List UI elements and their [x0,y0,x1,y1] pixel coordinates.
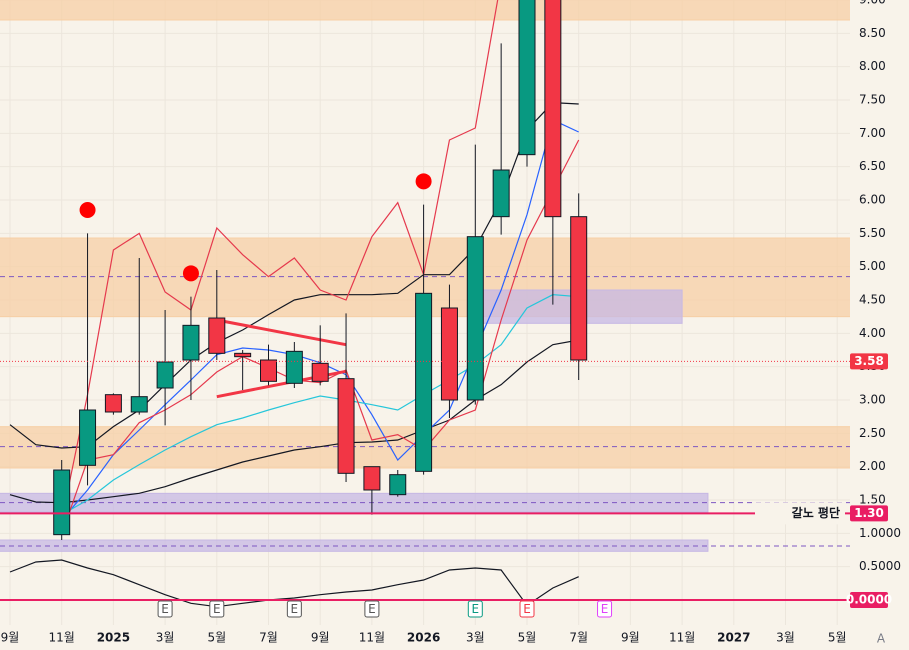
event-badge [209,600,225,618]
candle-body [53,469,71,536]
x-tick-label: 9월 [621,631,640,645]
level-text-bg [755,502,845,525]
candle-body [182,324,200,361]
indicator-line [61,0,499,521]
zone-band [0,0,850,21]
candle-body [260,359,277,382]
candle-body [389,474,407,496]
y-tick-label: 7.50 [859,93,886,107]
candle-body [104,394,122,413]
y-tick-label: 4.00 [859,326,886,340]
event-badge [597,600,613,618]
x-tick-label: 11월 [669,631,695,645]
level-tag-label: 0.0000 [846,593,892,607]
candle-body [440,307,458,401]
y-tick-label: 1.50 [859,493,886,507]
candle-body [492,169,510,218]
x-tick-label: 11월 [49,631,75,645]
signal-dot [182,265,199,282]
candle-body [79,409,97,466]
x-tick-label: 2026 [407,631,440,645]
x-tick-label: 5월 [828,631,847,645]
event-label: E [213,602,221,616]
x-tick-label: 11월 [359,631,385,645]
level-text: 갈노 평단 [792,505,840,520]
event-label: E [368,602,376,616]
trendline [216,318,347,347]
event-badge [519,600,535,618]
y-tick-label: 8.50 [859,26,886,40]
y-tick-label: 7.00 [859,126,886,140]
candle-body [518,0,536,156]
event-label: E [161,602,169,616]
x-tick-label: 9월 [311,631,330,645]
candle-body [466,236,484,401]
indicator-line [9,559,579,608]
signal-dot [415,173,432,190]
candle-body [337,378,355,474]
y-tick-label: 2.00 [859,459,886,473]
x-tick-label: 2025 [97,631,130,645]
candle-body [285,350,303,384]
x-tick-label: 5월 [518,631,537,645]
event-badge [467,600,483,618]
y-tick-label: 5.50 [859,226,886,240]
signal-dot [79,202,96,218]
candle-body [130,396,148,413]
candle-body [234,352,252,358]
event-label: E [601,602,609,616]
level-tag [850,505,888,522]
x-tick-label: 7월 [569,631,588,645]
plot-area [0,0,850,625]
x-tick-label: 5월 [207,631,226,645]
candle-body [544,0,562,218]
x-tick-label: 7월 [259,631,278,645]
corner-label: A [877,632,886,646]
y-tick-label: 9.00 [859,0,886,7]
y-tick-label: 0.5000 [859,559,901,573]
event-badge [364,600,380,618]
y-tick-label: 3.00 [859,393,886,407]
y-tick-label: 5.00 [859,259,886,273]
candle-body [415,292,433,472]
y-tick-label: 6.00 [859,193,886,207]
x-tick-label: 9월 [1,631,20,645]
level-tag [850,353,888,370]
candle-body [208,317,226,354]
candle-body [570,216,588,361]
level-tag-label: 3.58 [854,354,884,368]
y-tick-label: 6.50 [859,159,886,173]
y-tick-label: 8.00 [859,59,886,73]
x-tick-label: 2027 [717,631,750,645]
y-tick-label: 1.0000 [859,526,901,540]
candle-body [156,361,174,389]
candle-body [363,466,381,491]
level-tag-label: 1.30 [854,506,884,520]
indicator-line [9,102,579,449]
event-badge [286,600,302,618]
x-tick-label: 3월 [776,631,795,645]
candle-body [311,362,329,382]
event-badge [157,600,173,618]
y-tick-label: 4.50 [859,293,886,307]
level-tag [850,592,888,608]
event-label: E [291,602,299,616]
x-tick-label: 3월 [466,631,485,645]
event-label: E [523,602,531,616]
x-tick-label: 3월 [156,631,175,645]
y-tick-label: 2.50 [859,426,886,440]
event-label: E [472,602,480,616]
indicator-line [9,339,579,504]
